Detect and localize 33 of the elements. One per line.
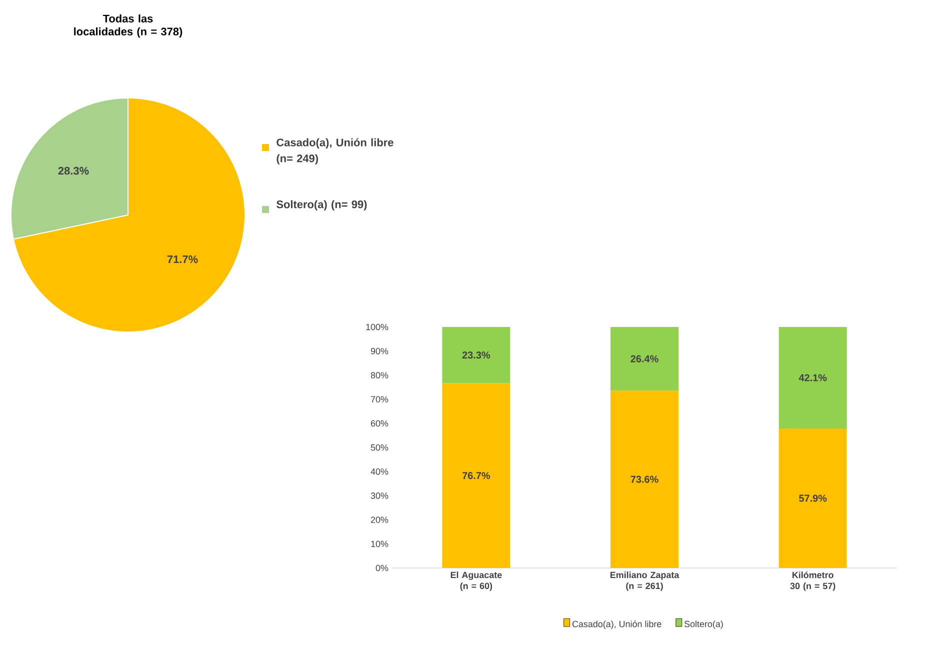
y-tick-label: 40% xyxy=(370,468,388,475)
data-label: 71.7% xyxy=(167,255,198,264)
x-tick-label: Kilómetro 30 (n = 57) xyxy=(790,572,836,591)
legend-label: Soltero(a) (n= 99) xyxy=(276,200,367,210)
data-label: 26.4% xyxy=(630,355,658,362)
x-tick-label: Emiliano Zapata (n = 261) xyxy=(610,572,680,591)
bar xyxy=(778,326,847,428)
y-tick-label: 80% xyxy=(370,372,388,378)
legend-label: Casado(a), Unión libre (n= 249) xyxy=(276,138,394,164)
x-tick-label: El Aguacate (n = 60) xyxy=(450,572,502,591)
bar xyxy=(442,383,510,568)
data-label: 42.1% xyxy=(798,374,827,382)
bar xyxy=(442,326,510,384)
bar xyxy=(610,326,679,391)
data-label: 73.6% xyxy=(630,476,658,483)
data-label: 76.7% xyxy=(462,472,490,480)
data-label: 23.3% xyxy=(462,352,490,359)
bar xyxy=(778,428,847,568)
y-tick-label: 100% xyxy=(366,324,388,330)
legend-label: Casado(a), Unión libre xyxy=(572,620,662,629)
legend-label: Soltero(a) xyxy=(684,620,723,629)
bar xyxy=(610,390,679,568)
y-tick-label: 60% xyxy=(370,420,388,427)
data-label: 57.9% xyxy=(799,494,827,502)
y-tick-label: 90% xyxy=(370,348,388,354)
y-tick-label: 20% xyxy=(370,516,388,523)
data-label: 28.3% xyxy=(58,166,89,175)
y-tick-label: 50% xyxy=(370,444,388,451)
y-tick-label: 70% xyxy=(370,396,388,402)
y-tick-label: 30% xyxy=(370,492,388,499)
chart-title: Todas las localidades (n = 378) xyxy=(74,14,182,38)
y-tick-label: 10% xyxy=(371,540,388,548)
y-tick-label: 0% xyxy=(376,564,388,572)
